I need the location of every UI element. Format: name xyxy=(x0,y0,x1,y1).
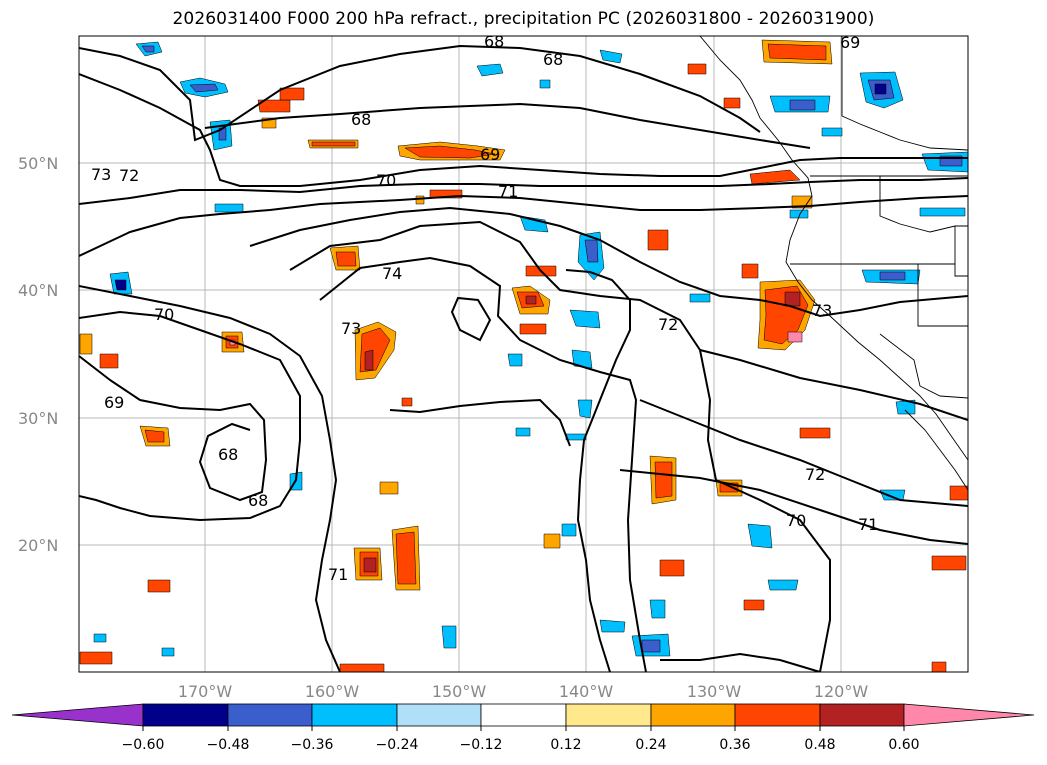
lat-label-20n: 20°N xyxy=(18,536,58,555)
contour-label: 73 xyxy=(812,301,832,320)
contour-label: 68 xyxy=(543,50,563,69)
contour-label: 70 xyxy=(786,511,806,530)
contour-labels: 68 68 68 69 70 71 73 72 74 70 73 72 73 6… xyxy=(91,32,878,584)
colorbar xyxy=(11,703,1035,727)
colorbar-segment xyxy=(565,703,652,727)
colorbar-label: 0.60 xyxy=(888,737,919,753)
contour-label: 71 xyxy=(328,565,348,584)
lon-label-130w: 130°W xyxy=(687,682,742,701)
colorbar-segment xyxy=(903,703,1035,727)
colorbar-label: 0.36 xyxy=(719,737,750,753)
contour-label: 72 xyxy=(805,465,825,484)
colorbar-segment xyxy=(396,703,482,727)
contour-label: 68 xyxy=(484,32,504,51)
colorbar-label: −0.36 xyxy=(291,737,334,753)
lat-label-30n: 30°N xyxy=(18,409,58,428)
lon-label-140w: 140°W xyxy=(559,682,614,701)
colorbar-label: 0.48 xyxy=(804,737,835,753)
colorbar-segment xyxy=(734,703,821,727)
colorbar-label: 0.12 xyxy=(550,737,581,753)
contour-label: 73 xyxy=(91,165,111,184)
precip-negative-areas xyxy=(93,41,968,657)
colorbar-labels: −0.60 −0.48 −0.36 −0.24 −0.12 0.12 0.24 … xyxy=(122,737,920,753)
coastlines xyxy=(699,36,968,491)
contour-label: 70 xyxy=(376,171,396,190)
map-frame xyxy=(78,35,969,673)
contour-label: 69 xyxy=(104,393,124,412)
precip-positive-areas xyxy=(79,39,968,672)
lon-label-120w: 120°W xyxy=(814,682,869,701)
refractivity-contours xyxy=(79,44,968,672)
lat-label-50n: 50°N xyxy=(18,154,58,173)
contour-label: 69 xyxy=(840,33,860,52)
contour-label: 68 xyxy=(248,491,268,510)
contour-label: 74 xyxy=(382,264,402,283)
latitude-labels: 50°N 40°N 30°N 20°N xyxy=(18,154,58,555)
contour-label: 68 xyxy=(351,110,371,129)
contour-label: 69 xyxy=(480,145,500,164)
colorbar-segment xyxy=(819,703,905,727)
colorbar-label: 0.24 xyxy=(635,737,666,753)
lon-label-170w: 170°W xyxy=(178,682,233,701)
colorbar-ticks xyxy=(142,726,905,731)
colorbar-label: −0.24 xyxy=(376,737,419,753)
lon-label-160w: 160°W xyxy=(305,682,360,701)
contour-label: 71 xyxy=(498,182,518,201)
contour-label: 71 xyxy=(858,515,878,534)
colorbar-segment xyxy=(227,703,313,727)
map-title: 2026031400 F000 200 hPa refract., precip… xyxy=(172,9,875,29)
colorbar-label: −0.60 xyxy=(122,737,165,753)
lat-label-40n: 40°N xyxy=(18,281,58,300)
colorbar-segment xyxy=(650,703,736,727)
contour-label: 70 xyxy=(154,305,174,324)
colorbar-segment xyxy=(142,703,229,727)
contour-label: 68 xyxy=(218,445,238,464)
colorbar-label: −0.48 xyxy=(207,737,250,753)
colorbar-segment xyxy=(11,703,144,727)
contour-label: 73 xyxy=(341,319,361,338)
lon-label-150w: 150°W xyxy=(432,682,487,701)
colorbar-label: −0.12 xyxy=(460,737,503,753)
contour-label: 72 xyxy=(119,166,139,185)
contour-label: 72 xyxy=(658,315,678,334)
colorbar-segment xyxy=(311,703,398,727)
colorbar-segment xyxy=(480,703,567,727)
longitude-labels: 170°W 160°W 150°W 140°W 130°W 120°W xyxy=(178,682,869,701)
